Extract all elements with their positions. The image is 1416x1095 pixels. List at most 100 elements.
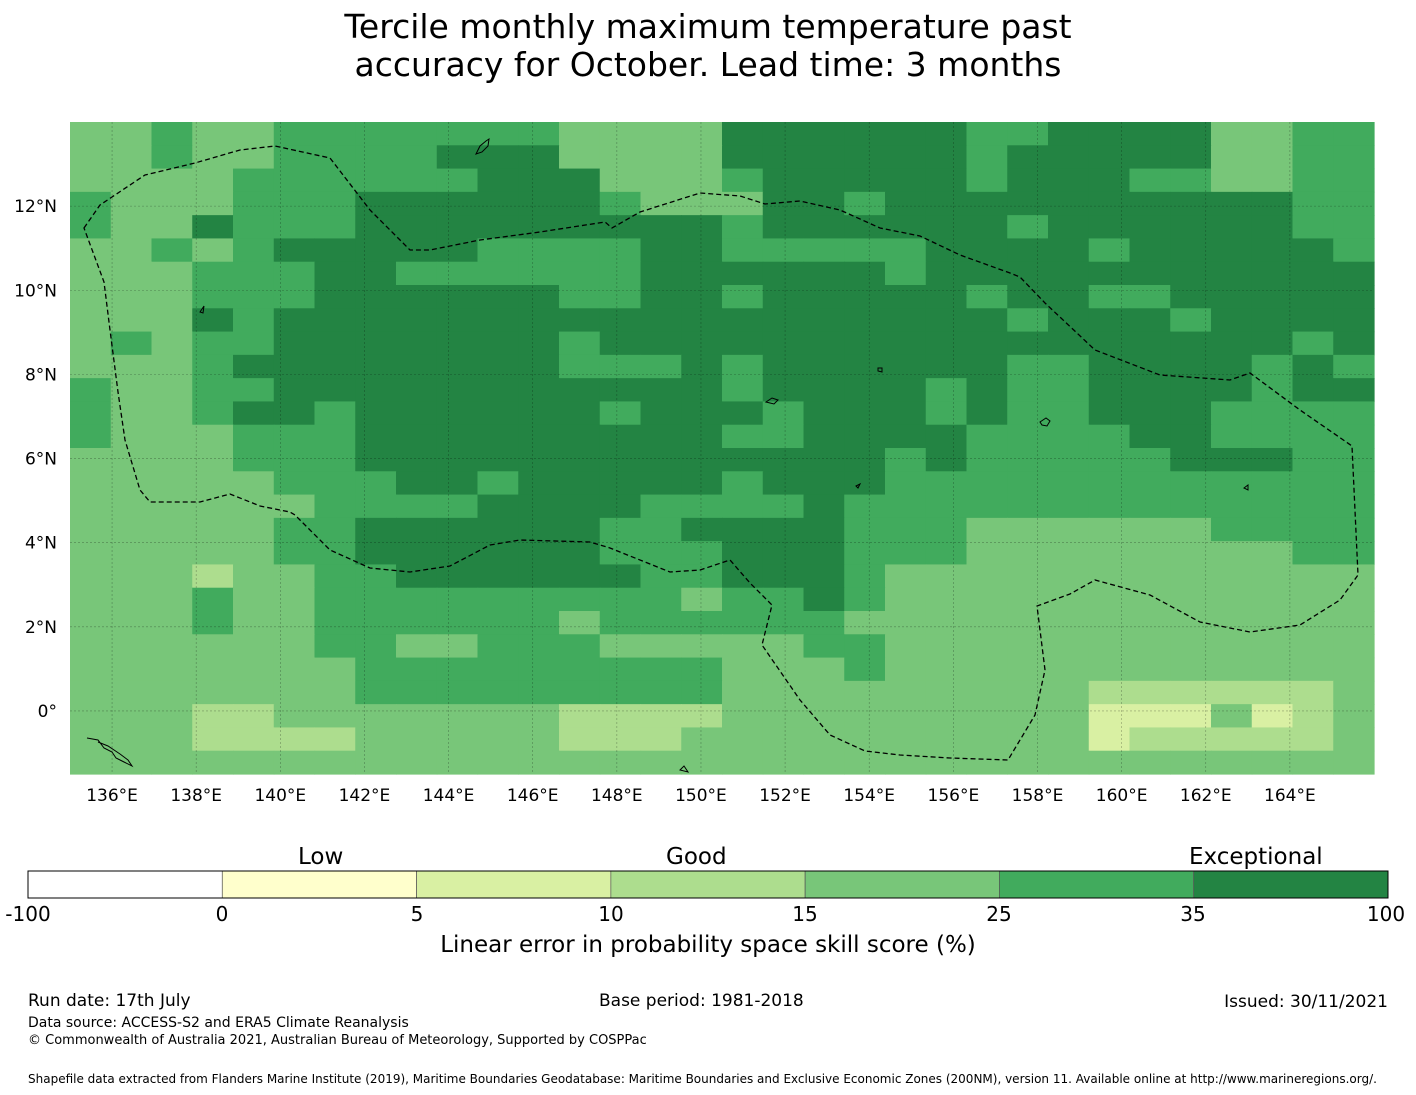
skill-cell: [640, 354, 682, 379]
skill-cell: [844, 215, 886, 240]
skill-cell: [314, 541, 356, 566]
skill-cell: [844, 634, 886, 659]
skill-cell: [803, 517, 845, 542]
skill-cell: [1048, 261, 1090, 286]
skill-cell: [559, 401, 601, 426]
skill-cell: [925, 145, 968, 170]
skill-cell: [803, 727, 845, 752]
skill-cell: [518, 331, 560, 356]
skill-cell: [803, 191, 845, 216]
skill-cell: [640, 285, 682, 309]
skill-cell: [1292, 611, 1334, 635]
skill-cell: [1211, 494, 1253, 519]
skill-cell: [355, 448, 397, 472]
skill-cell: [70, 704, 112, 729]
skill-cell: [966, 191, 1008, 216]
skill-cell: [110, 750, 153, 775]
skill-cell: [1333, 611, 1375, 635]
longitude-tick-label: 150°E: [675, 786, 727, 806]
base-period: Base period: 1981-2018: [599, 991, 804, 1011]
skill-cell: [314, 215, 356, 240]
skill-cell: [1211, 285, 1253, 309]
skill-cell: [559, 657, 601, 682]
run-date: Run date: 17th July: [28, 991, 191, 1011]
skill-cell: [273, 261, 316, 286]
skill-cell: [1129, 191, 1171, 216]
skill-cell: [314, 424, 356, 449]
skill-cell: [233, 517, 275, 542]
skill-cell: [233, 541, 275, 566]
skill-cell: [436, 238, 479, 263]
skill-cell: [436, 494, 479, 519]
skill-cell: [436, 285, 479, 309]
skill-cell: [233, 308, 275, 333]
skill-cell: [518, 517, 560, 542]
skill-cell: [1292, 122, 1334, 146]
skill-cell: [151, 448, 193, 472]
skill-cell: [885, 285, 927, 309]
skill-cell: [1088, 354, 1131, 379]
skill-cell: [1292, 657, 1334, 682]
skill-cell: [559, 471, 601, 496]
skill-cell: [355, 145, 397, 170]
skill-cell: [151, 285, 193, 309]
skill-cell: [1170, 564, 1212, 589]
skill-cell: [640, 238, 682, 263]
skill-cell: [599, 354, 642, 379]
skill-cell: [681, 587, 723, 612]
skill-cell: [1170, 587, 1212, 612]
skill-cell: [885, 261, 927, 286]
skill-cell: [436, 191, 479, 216]
longitude-tick-label: 158°E: [1012, 786, 1064, 806]
skill-cell: [559, 378, 601, 403]
longitude-tick-label: 162°E: [1180, 786, 1232, 806]
skill-cell: [1007, 448, 1049, 472]
skill-cell: [966, 541, 1008, 566]
skill-cell: [722, 261, 764, 286]
skill-cell: [70, 541, 112, 566]
skill-cell: [233, 727, 275, 752]
skill-cell: [1048, 354, 1090, 379]
skill-cell: [722, 448, 764, 472]
skill-cell: [1048, 122, 1090, 146]
skill-cell: [640, 378, 682, 403]
skill-cell: [1129, 261, 1171, 286]
skill-cell: [396, 587, 438, 612]
skill-cell: [722, 727, 764, 752]
skill-cell: [1170, 727, 1212, 752]
skill-cell: [273, 611, 316, 635]
skill-cell: [70, 680, 112, 705]
skill-cell: [966, 611, 1008, 635]
skill-cell: [762, 587, 805, 612]
skill-cell: [518, 401, 560, 426]
skill-cell: [355, 378, 397, 403]
skill-cell: [1251, 238, 1294, 263]
skill-cell: [110, 261, 153, 286]
latitude-tick-label: 0°: [38, 702, 57, 722]
skill-cell: [110, 680, 153, 705]
skill-cell: [314, 331, 356, 356]
shapefile-credit: Shapefile data extracted from Flanders M…: [28, 1072, 1377, 1086]
skill-cell: [966, 285, 1008, 309]
skill-cell: [1251, 750, 1294, 775]
map-title-line-1: Tercile monthly maximum temperature past: [344, 7, 1072, 46]
skill-cell: [1170, 378, 1212, 403]
skill-cell: [396, 448, 438, 472]
skill-cell: [966, 587, 1008, 612]
skill-cell: [1048, 145, 1090, 170]
skill-cell: [885, 331, 927, 356]
skill-cell: [1007, 215, 1049, 240]
skill-cell: [518, 238, 560, 263]
skill-cell: [1292, 354, 1334, 379]
colorbar-category-low: Low: [298, 844, 344, 870]
skill-cell: [966, 215, 1008, 240]
skill-cell: [233, 401, 275, 426]
skill-cell: [192, 448, 234, 472]
skill-cell: [640, 145, 682, 170]
skill-cell: [966, 564, 1008, 589]
skill-cell: [803, 145, 845, 170]
skill-cell: [1333, 727, 1375, 752]
skill-cell: [681, 634, 723, 659]
skill-cell: [70, 471, 112, 496]
